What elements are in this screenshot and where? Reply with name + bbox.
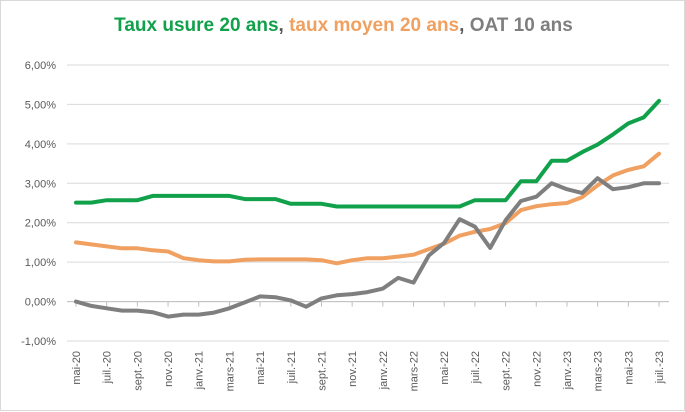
x-tick-label: janv.-23: [562, 351, 574, 390]
chart-title: Taux usure 20 ans, taux moyen 20 ans, OA…: [1, 15, 685, 37]
x-tick-label: sept.-20: [132, 351, 144, 391]
y-tick-label: 2,00%: [25, 218, 56, 230]
series-line-2: [74, 176, 661, 319]
x-tick-label: juil.-21: [286, 351, 298, 384]
y-tick-label: -1,00%: [21, 336, 56, 348]
x-tick-label: mai-23: [623, 351, 635, 385]
y-tick-label: 0,00%: [25, 297, 56, 309]
x-tick-label: nov.-21: [347, 351, 359, 387]
y-tick-label: 3,00%: [25, 178, 56, 190]
y-tick-label: 1,00%: [25, 257, 56, 269]
x-tick-label: juil.-22: [470, 351, 482, 384]
x-tick-label: mai-20: [71, 351, 83, 385]
series-line-1: [74, 151, 661, 266]
x-tick-label: mars-22: [409, 351, 421, 391]
x-tick-label: janv.-21: [194, 351, 206, 390]
x-tick-label: mai-21: [255, 351, 267, 385]
y-tick-label: 4,00%: [25, 139, 56, 151]
title-part: Taux usure 20 ans: [114, 15, 279, 36]
x-tick-label: sept.-22: [501, 351, 513, 391]
x-tick-label: mars-21: [224, 351, 236, 391]
x-tick-label: nov.-22: [531, 351, 543, 387]
title-part: ,: [278, 15, 290, 36]
x-tick-label: nov.-20: [163, 351, 175, 387]
title-part: OAT 10 ans: [469, 15, 573, 36]
y-tick-label: 5,00%: [25, 99, 56, 111]
y-tick-label: 6,00%: [25, 60, 56, 72]
x-tick-label: juil.-23: [654, 351, 666, 384]
x-tick-label: janv.-22: [378, 351, 390, 390]
title-part: ,: [459, 15, 470, 36]
title-part: taux moyen 20 ans: [289, 15, 460, 36]
x-tick-label: sept.-21: [316, 351, 328, 391]
x-tick-label: mars-23: [593, 351, 605, 391]
series-line-0: [74, 98, 661, 209]
x-tick-label: juil.-20: [102, 351, 114, 384]
x-tick-label: mai-22: [439, 351, 451, 385]
